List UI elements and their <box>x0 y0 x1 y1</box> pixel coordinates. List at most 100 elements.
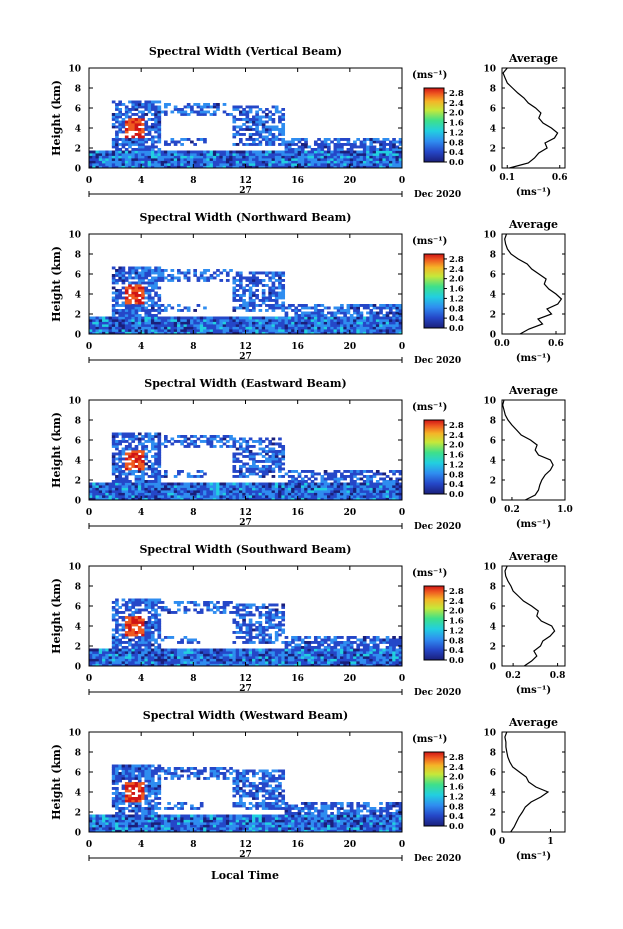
heatmap-cell <box>317 658 321 662</box>
heatmap-cell <box>147 487 152 491</box>
heatmap-cell <box>242 163 246 166</box>
heatmap-cell <box>349 472 354 476</box>
heatmap-cell <box>118 442 123 446</box>
heatmap-cell <box>225 150 230 154</box>
heatmap-cell <box>216 321 220 325</box>
heatmap-cell <box>261 470 266 473</box>
heatmap-cell <box>150 331 155 335</box>
heatmap-cell <box>268 150 272 154</box>
heatmap-cell <box>287 480 292 483</box>
heatmap-cell <box>124 296 129 300</box>
heatmap-cell <box>278 115 282 119</box>
heatmap-cell <box>320 485 325 488</box>
heatmap-cell <box>177 492 181 496</box>
heatmap-cell <box>340 497 344 501</box>
heatmap-cell <box>372 324 377 327</box>
heatmap-cell <box>196 304 201 307</box>
heatmap-cell <box>141 482 145 486</box>
heatmap-cell <box>320 663 325 667</box>
heatmap-cell <box>382 472 387 476</box>
heatmap-cell <box>261 319 266 322</box>
heatmap-cell <box>398 490 403 493</box>
heatmap-cell <box>340 158 344 161</box>
heatmap-cell <box>265 495 269 498</box>
heatmap-cell <box>252 105 256 109</box>
heatmap-cell <box>190 663 194 667</box>
heatmap-cell <box>183 271 188 275</box>
heatmap-cell <box>310 646 315 649</box>
heatmap-cell <box>225 274 230 277</box>
heatmap-cell <box>271 455 276 458</box>
heatmap-cell <box>163 658 168 662</box>
heatmap-cell <box>242 618 246 622</box>
heatmap-cell <box>144 271 149 275</box>
heatmap-cell <box>206 437 211 441</box>
heatmap-cell <box>317 497 321 501</box>
heatmap-cell <box>147 148 152 151</box>
heatmap-cell <box>369 490 374 493</box>
heatmap-cell <box>232 661 237 664</box>
heatmap-cell <box>248 628 253 632</box>
heatmap-cell <box>310 480 315 483</box>
heatmap-cell <box>382 153 387 156</box>
heatmap-cell <box>131 160 136 164</box>
heatmap-cell <box>203 319 207 322</box>
heatmap-cell <box>245 321 250 325</box>
heatmap-cell <box>258 279 263 282</box>
heatmap-cell <box>392 321 396 325</box>
heatmap-cell <box>108 165 113 169</box>
heatmap-cell <box>304 160 308 164</box>
heatmap-cell <box>274 492 279 496</box>
heatmap-cell <box>340 160 344 164</box>
heatmap-cell <box>137 155 142 159</box>
heatmap-cell <box>163 143 168 146</box>
heatmap-cell <box>154 460 158 463</box>
heatmap-cell <box>369 163 374 166</box>
heatmap-cell <box>382 329 387 332</box>
heatmap-cell <box>336 163 341 166</box>
heatmap-cell <box>134 653 139 657</box>
heatmap-cell <box>183 110 188 114</box>
heatmap-cell <box>225 324 230 327</box>
colorbar-tick-label: 0.8 <box>449 470 464 480</box>
heatmap-cell <box>190 153 194 156</box>
heatmap-cell <box>128 108 132 111</box>
heatmap-cell <box>291 656 295 659</box>
heatmap-cell <box>196 110 201 114</box>
heatmap-cell <box>346 148 351 151</box>
heatmap-cell <box>137 497 142 501</box>
heatmap-cell <box>323 326 328 330</box>
heatmap-cell <box>173 656 178 659</box>
heatmap-cell <box>343 150 347 154</box>
heatmap-cell <box>137 160 142 164</box>
heatmap-cell <box>147 108 152 111</box>
heatmap-cell <box>297 150 302 154</box>
heatmap-cell <box>382 158 387 161</box>
heatmap-cell <box>362 329 367 332</box>
heatmap-cell <box>137 495 142 498</box>
heatmap-cell <box>268 648 272 652</box>
heatmap-cell <box>287 148 292 151</box>
heatmap-cell <box>144 140 149 144</box>
heatmap-cell <box>235 155 240 159</box>
heatmap-cell <box>144 648 149 652</box>
heatmap-cell <box>219 653 224 657</box>
heatmap-cell <box>271 651 276 654</box>
heatmap-cell <box>141 153 145 156</box>
heatmap-cell <box>245 648 250 652</box>
heatmap-cell <box>137 123 142 126</box>
heatmap-cell <box>154 492 158 496</box>
heatmap-cell <box>252 128 256 131</box>
heatmap-cell <box>216 658 220 662</box>
heatmap-cell <box>398 331 403 335</box>
heatmap-cell <box>131 462 136 466</box>
heatmap-cell <box>245 324 250 327</box>
heatmap-cell <box>186 656 191 659</box>
heatmap-cell <box>222 103 227 106</box>
heatmap-cell <box>229 153 233 156</box>
heatmap-cell <box>177 648 181 652</box>
heatmap-cell <box>222 324 227 327</box>
heatmap-cell <box>150 447 155 451</box>
heatmap-cell <box>388 470 393 473</box>
heatmap-cell <box>111 158 116 161</box>
